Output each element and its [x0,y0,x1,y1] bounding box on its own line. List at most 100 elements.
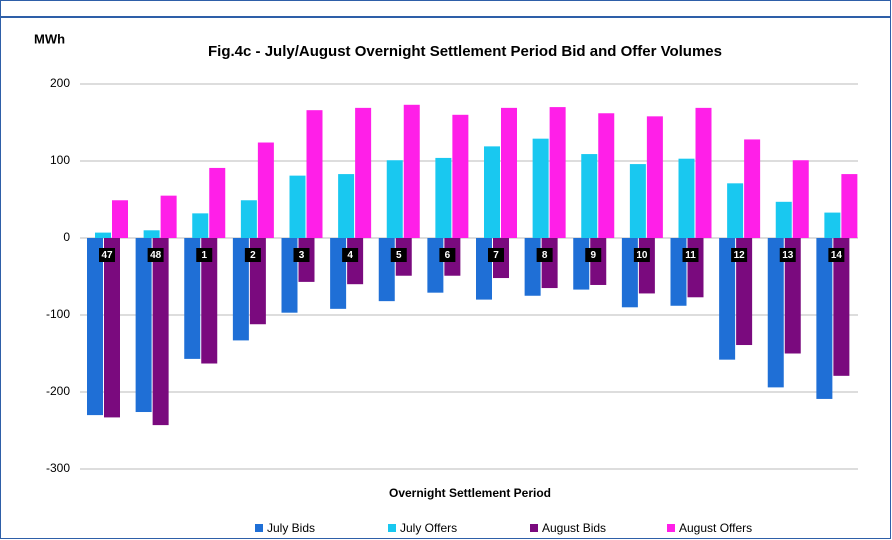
y-tick-label: 200 [50,76,70,90]
bar [629,164,646,238]
bar [549,107,566,238]
bar [192,213,209,238]
y-tick-label: -200 [46,384,70,398]
bar [403,104,420,238]
category-label-box [488,248,504,262]
bar [257,142,274,238]
category-label-box [828,248,845,262]
category-label-box [99,248,115,262]
x-tick-label: 6 [445,250,451,261]
category-label-box [342,248,359,262]
bar [736,238,753,346]
bar [719,238,736,360]
bar [104,238,120,418]
bar [232,238,249,341]
bar [767,238,784,388]
bar [816,238,833,399]
x-tick-label: 1 [201,250,207,261]
bar [184,238,201,359]
y-tick-label: -100 [46,307,70,321]
bar [112,200,128,238]
bar [209,167,226,238]
category-label-box [585,248,602,262]
bar [524,238,541,296]
bar [541,238,558,289]
legend-swatch [530,524,538,532]
bar [476,238,492,300]
x-tick-label: 7 [493,250,499,261]
x-axis-label: Overnight Settlement Period [389,486,551,500]
y-tick-label: 100 [50,153,70,167]
bar [87,238,103,416]
bar [581,154,598,238]
x-tick-label: 14 [831,250,843,261]
category-label-box [779,248,796,262]
bar [338,174,355,238]
bar [775,201,792,238]
category-label-box [147,248,164,262]
bar [143,230,160,238]
x-tick-label: 10 [636,250,648,261]
bar [792,160,809,238]
x-tick-label: 12 [734,250,746,261]
bar [306,110,323,238]
y-tick-label: 0 [63,230,70,244]
category-label-box [196,248,213,262]
bar [678,158,695,238]
x-tick-label: 2 [250,250,256,261]
x-tick-label: 5 [396,250,402,261]
x-tick-label: 48 [150,250,162,261]
category-label-box [536,248,553,262]
bar [784,238,801,354]
bar [833,238,850,376]
bar [638,238,655,294]
bar [201,238,218,364]
x-tick-label: 9 [590,250,596,261]
bar [289,175,306,238]
x-tick-label: 11 [685,250,696,261]
y-axis-label: MWh [34,31,65,46]
bar [95,232,111,238]
x-tick-label: 13 [782,250,794,261]
chart-title: Fig.4c - July/August Overnight Settlemen… [208,43,722,60]
legend-label: July Offers [400,521,457,535]
y-tick-label: -300 [46,461,70,475]
legend-swatch [388,524,396,532]
bar [427,238,444,293]
x-tick-label: 4 [347,250,353,261]
x-tick-label: 47 [101,250,113,261]
bar [501,107,517,239]
bar [695,107,712,239]
category-label-box [682,248,699,262]
category-label-box [633,248,650,262]
category-label-box [390,248,407,262]
category-label-box [244,248,261,262]
bar [435,157,452,238]
x-tick-label: 3 [299,250,305,261]
bar [355,107,372,239]
bar [744,139,761,238]
bar [378,238,395,302]
top-frame [0,0,891,17]
category-label-box [731,248,748,262]
legend-label: August Bids [542,521,606,535]
chart-frame [0,17,891,539]
legend-swatch [667,524,675,532]
x-tick-label: 8 [542,250,548,261]
category-label-box [439,248,456,262]
bar [386,160,403,238]
bar [160,195,177,238]
bar [135,238,152,413]
bar [484,146,500,238]
bar [240,200,257,238]
bar [598,113,615,238]
legend-label: August Offers [679,521,752,535]
bar [452,114,469,238]
bar [727,183,744,238]
bar [532,138,549,238]
category-label-box [293,248,310,262]
bar [824,212,841,238]
bar [573,238,590,290]
bar [152,238,169,426]
